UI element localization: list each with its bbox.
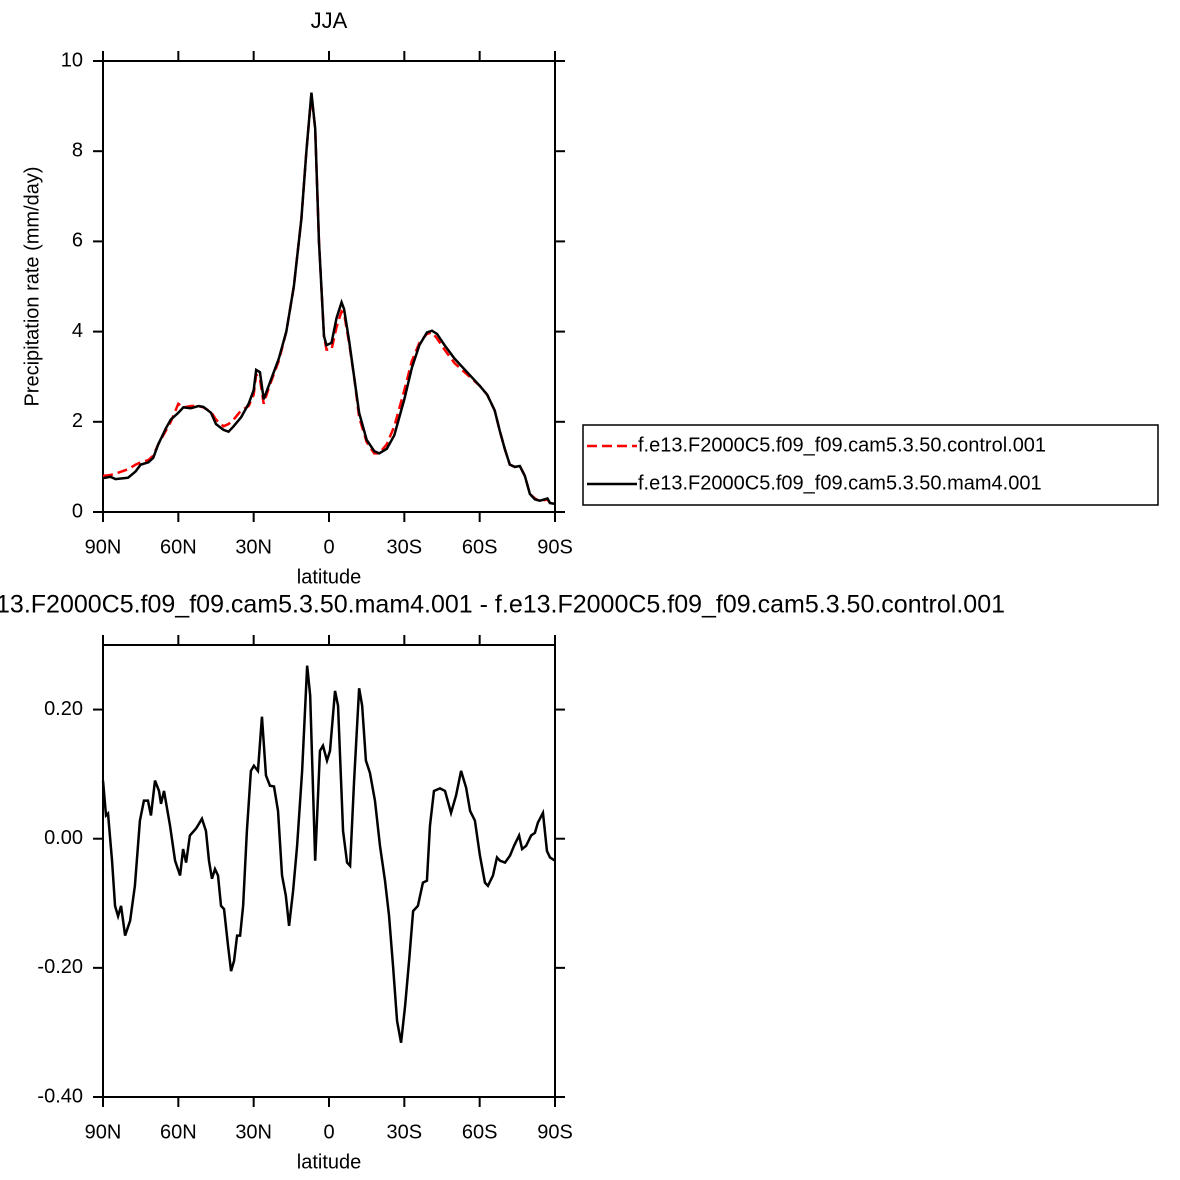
- x-tick-label: 0: [323, 536, 334, 558]
- x-tick-label: 30S: [387, 1121, 423, 1143]
- plot-panel: f.e13.F2000C5.f09_f09.cam5.3.50.mam4.001…: [0, 591, 1005, 1174]
- x-tick-label: 60N: [160, 536, 197, 558]
- y-tick-label: 0: [72, 500, 83, 522]
- y-tick-label: 0.00: [44, 827, 83, 849]
- data-line: [102, 92, 556, 506]
- plot-frame: [102, 60, 556, 513]
- x-tick-label: 90S: [537, 1121, 573, 1143]
- x-tick-label: 30S: [387, 536, 423, 558]
- x-tick-label: 60S: [462, 1121, 498, 1143]
- y-axis-label: Precipitation rate (mm/day): [21, 166, 43, 406]
- y-tick-label: 4: [72, 320, 83, 342]
- legend-label: f.e13.F2000C5.f09_f09.cam5.3.50.mam4.001: [638, 472, 1042, 494]
- x-tick-label: 0: [323, 1121, 334, 1143]
- y-tick-label: 6: [72, 230, 83, 252]
- y-tick-label: 0.20: [44, 698, 83, 720]
- x-tick-label: 90N: [85, 536, 122, 558]
- data-line: [102, 94, 556, 506]
- x-tick-label: 30N: [235, 1121, 272, 1143]
- x-tick-label: 60S: [462, 536, 498, 558]
- x-tick-label: 90S: [537, 536, 573, 558]
- x-tick-label: 90N: [85, 1121, 122, 1143]
- x-axis-label: latitude: [297, 566, 362, 588]
- legend-box: [582, 424, 1159, 506]
- plot-panel: JJA 90N 60N 30N 0 30S 60S 90S 0 2 4 6 8 10 latitude Pre…: [21, 8, 1159, 588]
- data-line: [101, 665, 556, 1043]
- y-tick-label: -0.40: [37, 1085, 83, 1107]
- x-tick-label: 30N: [235, 536, 272, 558]
- plot-frame: [102, 644, 556, 1098]
- x-tick-label: 60N: [160, 1121, 197, 1143]
- legend-label: f.e13.F2000C5.f09_f09.cam5.3.50.control.…: [638, 434, 1046, 456]
- y-tick-label: 10: [61, 49, 83, 71]
- y-tick-label: 8: [72, 139, 83, 161]
- y-tick-label: 2: [72, 410, 83, 432]
- x-axis-label: latitude: [297, 1151, 362, 1173]
- y-tick-label: -0.20: [37, 956, 83, 978]
- chart-title: JJA: [311, 8, 348, 33]
- chart-title: f.e13.F2000C5.f09_f09.cam5.3.50.mam4.001…: [0, 591, 1005, 619]
